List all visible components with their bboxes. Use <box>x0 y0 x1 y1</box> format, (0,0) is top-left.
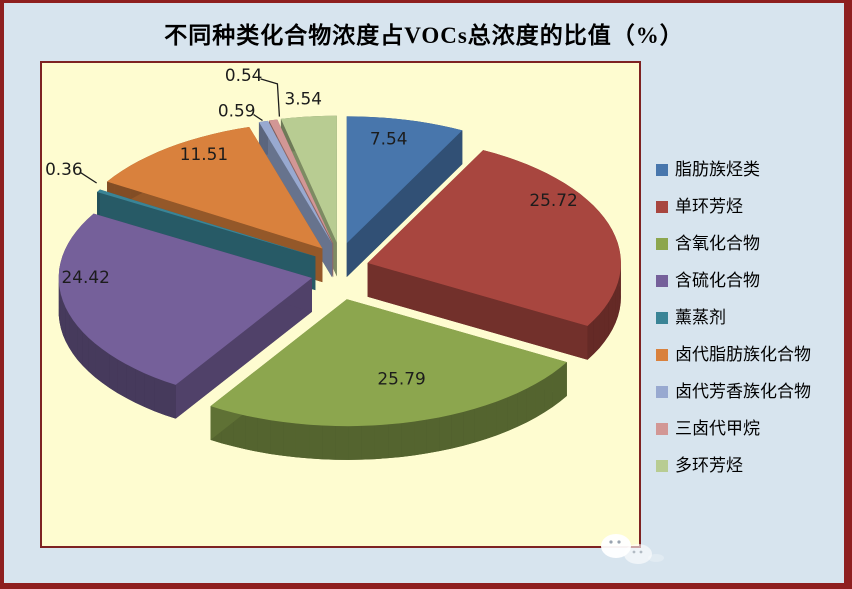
legend-item-0: 脂肪族烃类 <box>656 158 811 182</box>
legend-label: 薰蒸剂 <box>675 308 726 327</box>
legend-label: 脂肪族烃类 <box>675 160 760 179</box>
leader-line <box>260 78 281 117</box>
legend-item-1: 单环芳烃 <box>656 195 811 219</box>
legend-label: 单环芳烃 <box>675 197 743 216</box>
plot-area: 7.54 25.72 25.79 24.42 0.36 11.51 0.59 0.54 3.54 <box>40 61 641 548</box>
legend-color-swatch <box>656 238 668 250</box>
legend-color-swatch <box>656 164 668 176</box>
legend-color-swatch <box>656 349 668 361</box>
legend-item-6: 卤代芳香族化合物 <box>656 380 811 404</box>
legend-color-swatch <box>656 312 668 324</box>
legend-label: 卤代芳香族化合物 <box>675 382 811 401</box>
legend-color-swatch <box>656 423 668 435</box>
legend-item-3: 含硫化合物 <box>656 269 811 293</box>
leader-line <box>253 114 263 122</box>
pie-3d: 7.54 25.72 25.79 24.42 0.36 11.51 0.59 0.54 3.54 <box>45 65 621 460</box>
legend-item-8: 多环芳烃 <box>656 454 811 478</box>
slice-value-label: 25.72 <box>529 190 577 210</box>
pie-slice-3 <box>58 213 312 419</box>
pie-slice-2 <box>210 299 567 460</box>
slice-value-label: 11.51 <box>180 144 228 164</box>
legend-item-2: 含氧化合物 <box>656 232 811 256</box>
slice-value-label: 7.54 <box>370 128 408 148</box>
leader-line <box>79 171 97 184</box>
legend-color-swatch <box>656 386 668 398</box>
slice-value-label: 0.36 <box>45 159 83 179</box>
slice-labels: 7.54 25.72 25.79 24.42 0.36 11.51 0.59 0.54 3.54 <box>45 65 578 388</box>
legend-label: 多环芳烃 <box>675 456 743 475</box>
legend-item-5: 卤代脂肪族化合物 <box>656 343 811 367</box>
legend-label: 含氧化合物 <box>675 234 760 253</box>
legend-item-7: 三卤代甲烷 <box>656 417 811 441</box>
legend-color-swatch <box>656 201 668 213</box>
slice-value-label: 25.79 <box>377 368 425 388</box>
legend-label: 卤代脂肪族化合物 <box>675 345 811 364</box>
legend-color-swatch <box>656 460 668 472</box>
slice-value-label: 3.54 <box>284 89 322 109</box>
legend-label: 含硫化合物 <box>675 271 760 290</box>
legend-item-4: 薰蒸剂 <box>656 306 811 330</box>
legend-label: 三卤代甲烷 <box>675 419 760 438</box>
pie-slice-0 <box>346 116 463 278</box>
slice-value-label: 0.54 <box>225 65 263 85</box>
legend-color-swatch <box>656 275 668 287</box>
slice-value-label: 24.42 <box>62 267 110 287</box>
pie-slice-1 <box>367 150 621 360</box>
slice-value-label: 0.59 <box>218 101 256 121</box>
legend: 脂肪族烃类单环芳烃含氧化合物含硫化合物薰蒸剂卤代脂肪族化合物 卤代芳香族化合物 三卤… <box>656 158 811 478</box>
chart-title: 不同种类化合物浓度占VOCs总浓度的比值（%） <box>164 23 684 48</box>
